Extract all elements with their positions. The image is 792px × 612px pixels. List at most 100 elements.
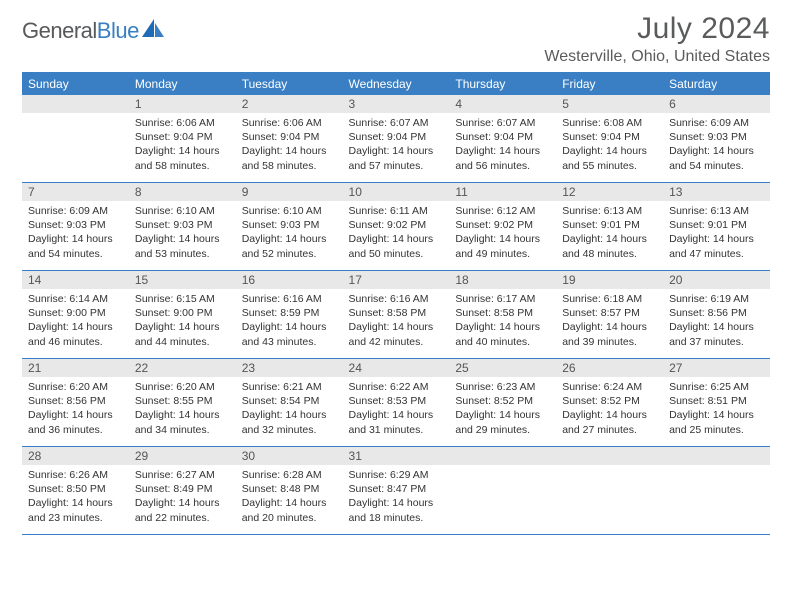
sunset-line: Sunset: 8:58 PM bbox=[455, 307, 533, 319]
day-number: 17 bbox=[343, 271, 450, 289]
calendar-cell bbox=[22, 95, 129, 183]
sunrise-line: Sunrise: 6:13 AM bbox=[669, 205, 749, 217]
day-body: Sunrise: 6:16 AMSunset: 8:59 PMDaylight:… bbox=[236, 289, 343, 353]
sunset-line: Sunset: 9:01 PM bbox=[669, 219, 747, 231]
sunrise-line: Sunrise: 6:20 AM bbox=[28, 381, 108, 393]
empty-day bbox=[449, 447, 556, 465]
calendar-row: 28Sunrise: 6:26 AMSunset: 8:50 PMDayligh… bbox=[22, 447, 770, 535]
daylight-line: Daylight: 14 hours and 44 minutes. bbox=[135, 321, 220, 347]
daylight-line: Daylight: 14 hours and 58 minutes. bbox=[135, 145, 220, 171]
sunset-line: Sunset: 9:04 PM bbox=[242, 131, 320, 143]
daylight-line: Daylight: 14 hours and 39 minutes. bbox=[562, 321, 647, 347]
sunrise-line: Sunrise: 6:16 AM bbox=[349, 293, 429, 305]
day-body: Sunrise: 6:14 AMSunset: 9:00 PMDaylight:… bbox=[22, 289, 129, 353]
sunrise-line: Sunrise: 6:14 AM bbox=[28, 293, 108, 305]
day-number: 22 bbox=[129, 359, 236, 377]
day-number: 11 bbox=[449, 183, 556, 201]
sunrise-line: Sunrise: 6:19 AM bbox=[669, 293, 749, 305]
calendar-cell: 29Sunrise: 6:27 AMSunset: 8:49 PMDayligh… bbox=[129, 447, 236, 535]
daylight-line: Daylight: 14 hours and 48 minutes. bbox=[562, 233, 647, 259]
daylight-line: Daylight: 14 hours and 54 minutes. bbox=[669, 145, 754, 171]
sunset-line: Sunset: 9:04 PM bbox=[349, 131, 427, 143]
sunset-line: Sunset: 8:56 PM bbox=[28, 395, 106, 407]
day-body: Sunrise: 6:16 AMSunset: 8:58 PMDaylight:… bbox=[343, 289, 450, 353]
calendar-cell: 19Sunrise: 6:18 AMSunset: 8:57 PMDayligh… bbox=[556, 271, 663, 359]
daylight-line: Daylight: 14 hours and 43 minutes. bbox=[242, 321, 327, 347]
sunrise-line: Sunrise: 6:10 AM bbox=[135, 205, 215, 217]
daylight-line: Daylight: 14 hours and 37 minutes. bbox=[669, 321, 754, 347]
calendar-cell: 31Sunrise: 6:29 AMSunset: 8:47 PMDayligh… bbox=[343, 447, 450, 535]
daylight-line: Daylight: 14 hours and 22 minutes. bbox=[135, 497, 220, 523]
location: Westerville, Ohio, United States bbox=[544, 48, 770, 66]
day-body: Sunrise: 6:23 AMSunset: 8:52 PMDaylight:… bbox=[449, 377, 556, 441]
daylight-line: Daylight: 14 hours and 34 minutes. bbox=[135, 409, 220, 435]
day-body: Sunrise: 6:11 AMSunset: 9:02 PMDaylight:… bbox=[343, 201, 450, 265]
day-number: 29 bbox=[129, 447, 236, 465]
day-body: Sunrise: 6:24 AMSunset: 8:52 PMDaylight:… bbox=[556, 377, 663, 441]
weekday-saturday: Saturday bbox=[663, 73, 770, 95]
sunrise-line: Sunrise: 6:27 AM bbox=[135, 469, 215, 481]
day-body: Sunrise: 6:22 AMSunset: 8:53 PMDaylight:… bbox=[343, 377, 450, 441]
day-number: 28 bbox=[22, 447, 129, 465]
day-number: 10 bbox=[343, 183, 450, 201]
day-body: Sunrise: 6:12 AMSunset: 9:02 PMDaylight:… bbox=[449, 201, 556, 265]
logo-text-blue: Blue bbox=[97, 18, 139, 43]
calendar-cell: 30Sunrise: 6:28 AMSunset: 8:48 PMDayligh… bbox=[236, 447, 343, 535]
day-number: 6 bbox=[663, 95, 770, 113]
calendar-cell: 27Sunrise: 6:25 AMSunset: 8:51 PMDayligh… bbox=[663, 359, 770, 447]
daylight-line: Daylight: 14 hours and 32 minutes. bbox=[242, 409, 327, 435]
sunset-line: Sunset: 8:47 PM bbox=[349, 483, 427, 495]
calendar-cell: 3Sunrise: 6:07 AMSunset: 9:04 PMDaylight… bbox=[343, 95, 450, 183]
day-body: Sunrise: 6:28 AMSunset: 8:48 PMDaylight:… bbox=[236, 465, 343, 529]
calendar-cell: 10Sunrise: 6:11 AMSunset: 9:02 PMDayligh… bbox=[343, 183, 450, 271]
day-body: Sunrise: 6:20 AMSunset: 8:56 PMDaylight:… bbox=[22, 377, 129, 441]
calendar-cell: 18Sunrise: 6:17 AMSunset: 8:58 PMDayligh… bbox=[449, 271, 556, 359]
day-body: Sunrise: 6:17 AMSunset: 8:58 PMDaylight:… bbox=[449, 289, 556, 353]
sunset-line: Sunset: 9:04 PM bbox=[562, 131, 640, 143]
calendar-cell: 16Sunrise: 6:16 AMSunset: 8:59 PMDayligh… bbox=[236, 271, 343, 359]
sunset-line: Sunset: 9:01 PM bbox=[562, 219, 640, 231]
sunrise-line: Sunrise: 6:29 AM bbox=[349, 469, 429, 481]
sunset-line: Sunset: 9:02 PM bbox=[455, 219, 533, 231]
day-number: 20 bbox=[663, 271, 770, 289]
calendar-cell: 21Sunrise: 6:20 AMSunset: 8:56 PMDayligh… bbox=[22, 359, 129, 447]
calendar-cell bbox=[449, 447, 556, 535]
day-body: Sunrise: 6:08 AMSunset: 9:04 PMDaylight:… bbox=[556, 113, 663, 177]
day-body: Sunrise: 6:06 AM Sunset: 9:04 PM Daylight:… bbox=[129, 113, 236, 177]
sunrise-line: Sunrise: 6:24 AM bbox=[562, 381, 642, 393]
daylight-line: Daylight: 14 hours and 58 minutes. bbox=[242, 145, 327, 171]
daylight-line: Daylight: 14 hours and 31 minutes. bbox=[349, 409, 434, 435]
daylight-line: Daylight: 14 hours and 57 minutes. bbox=[349, 145, 434, 171]
sunrise-line: Sunrise: 6:07 AM bbox=[455, 117, 535, 129]
day-body: Sunrise: 6:09 AM Sunset: 9:03 PM Daylight:… bbox=[663, 113, 770, 177]
day-body: Sunrise: 6:27 AMSunset: 8:49 PMDaylight:… bbox=[129, 465, 236, 529]
daylight-line: Daylight: 14 hours and 49 minutes. bbox=[455, 233, 540, 259]
sunrise-line: Sunrise: 6:06 AM bbox=[135, 117, 215, 129]
weekday-friday: Friday bbox=[556, 73, 663, 95]
calendar-cell bbox=[556, 447, 663, 535]
day-number: 3 bbox=[343, 95, 450, 113]
sunrise-line: Sunrise: 6:26 AM bbox=[28, 469, 108, 481]
calendar-cell: 26Sunrise: 6:24 AMSunset: 8:52 PMDayligh… bbox=[556, 359, 663, 447]
sail-icon bbox=[142, 19, 164, 44]
calendar-row: 14 Sunrise: 6:14 AM Sunset: 9:00 PM Dayligh… bbox=[22, 271, 770, 359]
daylight-line: Daylight: 14 hours and 52 minutes. bbox=[242, 233, 327, 259]
sunset-line: Sunset: 9:03 PM bbox=[669, 131, 747, 143]
calendar-cell: 15Sunrise: 6:15 AMSunset: 9:00 PMDayligh… bbox=[129, 271, 236, 359]
day-number: 4 bbox=[449, 95, 556, 113]
sunset-line: Sunset: 8:52 PM bbox=[455, 395, 533, 407]
header: GeneralBlue July 2024 Westerville, Ohio,… bbox=[22, 12, 770, 66]
sunset-line: Sunset: 9:03 PM bbox=[28, 219, 106, 231]
sunrise-line: Sunrise: 6:08 AM bbox=[562, 117, 642, 129]
sunrise-line: Sunrise: 6:09 AM bbox=[669, 117, 749, 129]
day-number: 21 bbox=[22, 359, 129, 377]
calendar-cell bbox=[663, 447, 770, 535]
daylight-line: Daylight: 14 hours and 47 minutes. bbox=[669, 233, 754, 259]
day-number: 2 bbox=[236, 95, 343, 113]
day-number: 14 bbox=[22, 271, 129, 289]
empty-day bbox=[556, 447, 663, 465]
sunset-line: Sunset: 9:04 PM bbox=[135, 131, 213, 143]
day-body: Sunrise: 6:06 AMSunset: 9:04 PMDaylight:… bbox=[236, 113, 343, 177]
daylight-line: Daylight: 14 hours and 42 minutes. bbox=[349, 321, 434, 347]
sunset-line: Sunset: 9:00 PM bbox=[28, 307, 106, 319]
